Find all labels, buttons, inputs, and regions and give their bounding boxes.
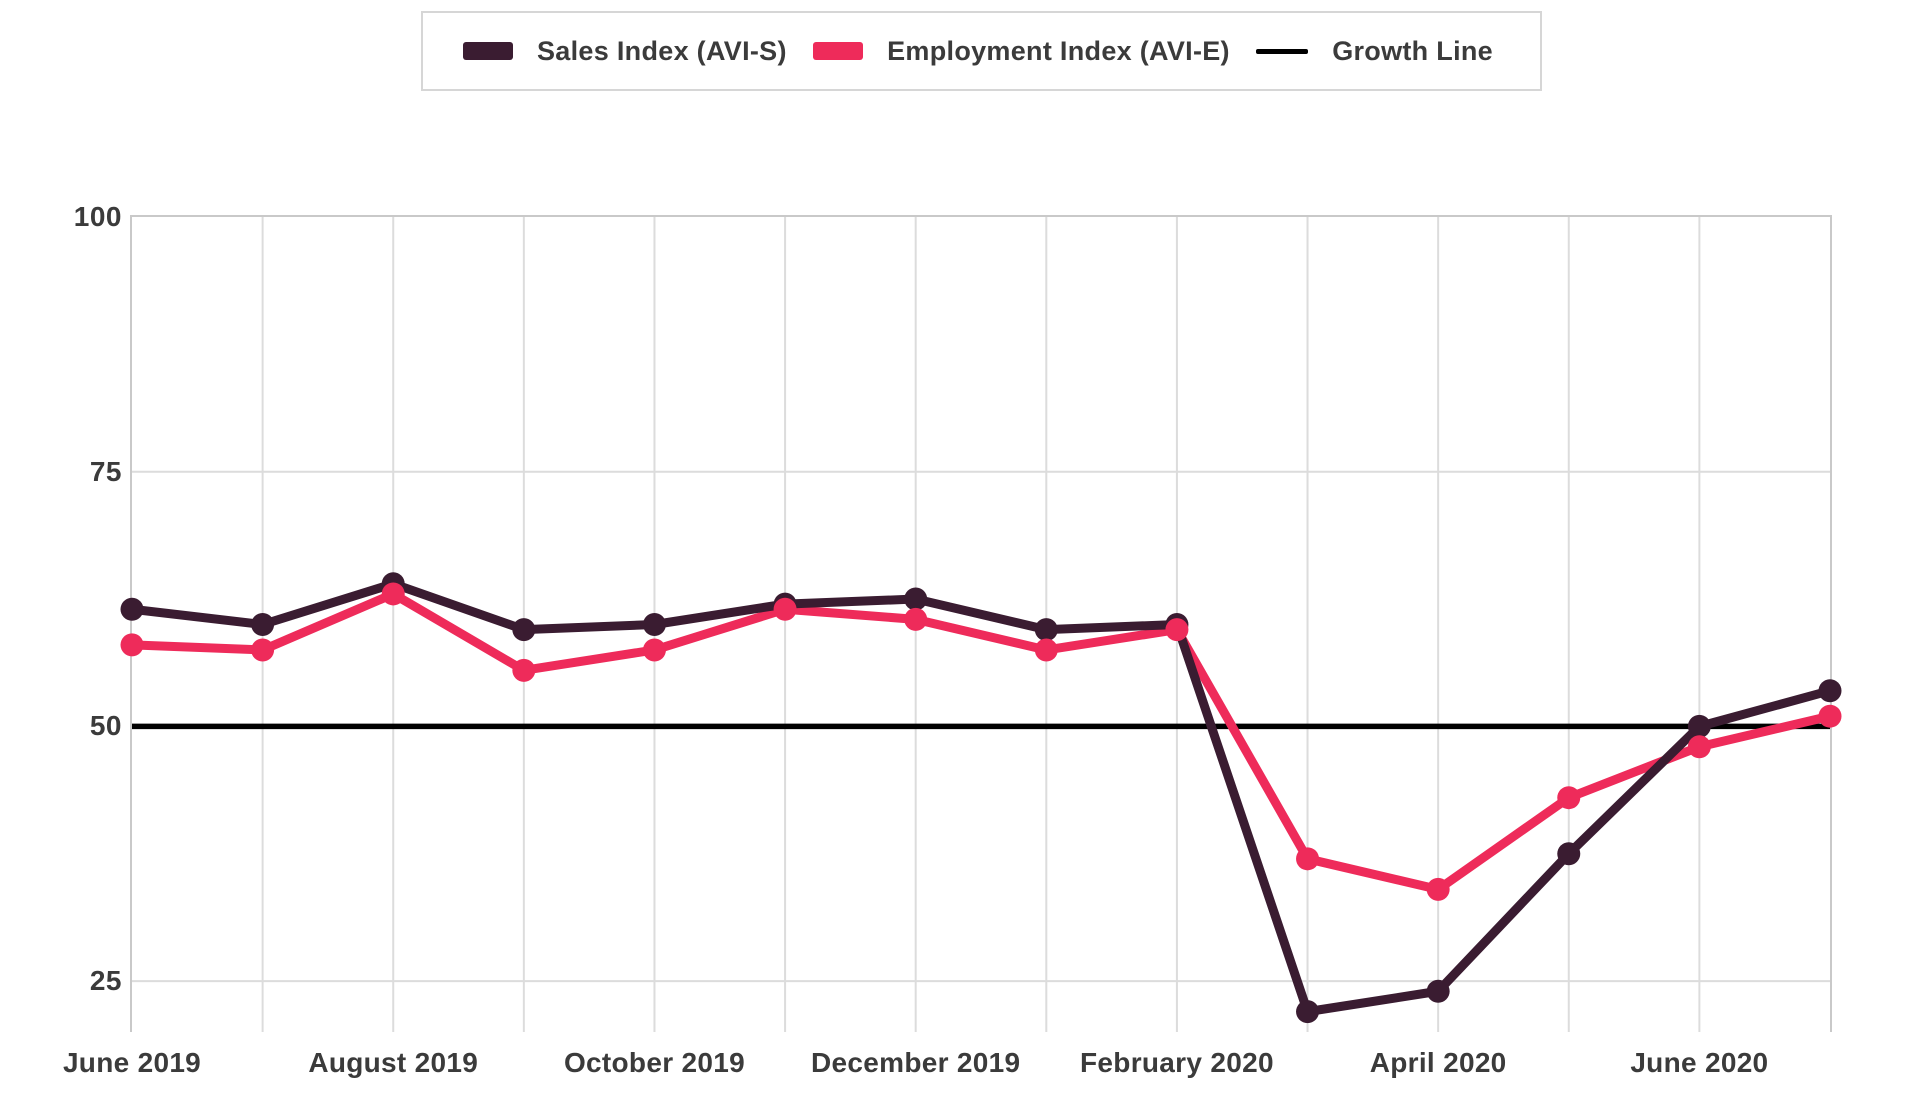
x-tick-label: June 2019 [62,1047,202,1078]
plot-area [120,215,1842,1032]
employment-index-point[interactable] [251,638,275,662]
sales-index-point[interactable] [1818,679,1842,703]
sales-index-point[interactable] [251,613,275,636]
sales-index-point[interactable] [642,613,666,636]
employment-index-point[interactable] [512,658,536,682]
sales-index-point[interactable] [120,597,144,621]
employment-index-point[interactable] [1426,877,1450,901]
employment-index-point[interactable] [1165,618,1189,642]
legend-label-employment-index: Employment Index (AVI-E) [887,35,1230,66]
x-tick-label: August 2019 [308,1047,479,1078]
growth-line-swatch-icon [1256,48,1309,54]
y-tick-label: 75 [89,455,122,487]
legend-label-sales-index: Sales Index (AVI-S) [537,35,787,66]
legend-item-sales-index[interactable]: Sales Index (AVI-S) [463,36,787,67]
employment-index-point[interactable] [904,607,928,631]
employment-index-point[interactable] [642,638,666,662]
sales-index-point[interactable] [1034,618,1058,642]
y-tick-label: 100 [73,201,122,232]
legend-item-employment-index[interactable]: Employment Index (AVI-E) [813,36,1230,67]
employment-index-point[interactable] [1557,786,1581,810]
employment-index-swatch-icon [813,42,864,60]
sales-index-point[interactable] [1687,714,1711,738]
employment-index-point[interactable] [773,597,797,621]
x-tick-label: June 2020 [1630,1047,1769,1078]
sales-index-point[interactable] [1426,979,1450,1003]
line-chart-canvas [120,217,1842,1032]
employment-index-point[interactable] [1034,638,1058,662]
x-tick-label: October 2019 [563,1047,745,1078]
sales-index-point[interactable] [512,618,536,642]
x-tick-label: December 2019 [811,1047,1021,1078]
sales-index-line [127,579,1835,1017]
legend-item-growth-line[interactable]: Growth Line [1256,36,1493,67]
sales-index-point[interactable] [904,587,928,611]
sales-index-point[interactable] [1557,842,1581,866]
x-tick-label: April 2020 [1369,1047,1507,1078]
chart-legend: Sales Index (AVI-S) Employment Index (AV… [421,11,1542,91]
employment-index-point[interactable] [1818,704,1842,728]
x-tick-label: February 2020 [1080,1047,1274,1078]
sales-index-point[interactable] [1296,1000,1320,1024]
employment-index-point[interactable] [1687,735,1711,759]
employment-index-point[interactable] [1296,847,1320,871]
sales-index-swatch-icon [463,42,513,60]
legend-label-growth-line: Growth Line [1332,35,1493,66]
y-tick-label: 50 [89,710,122,742]
employment-index-point[interactable] [120,633,144,657]
employment-index-point[interactable] [381,582,405,606]
employment-index-line [127,589,1835,894]
y-tick-label: 25 [89,965,122,997]
